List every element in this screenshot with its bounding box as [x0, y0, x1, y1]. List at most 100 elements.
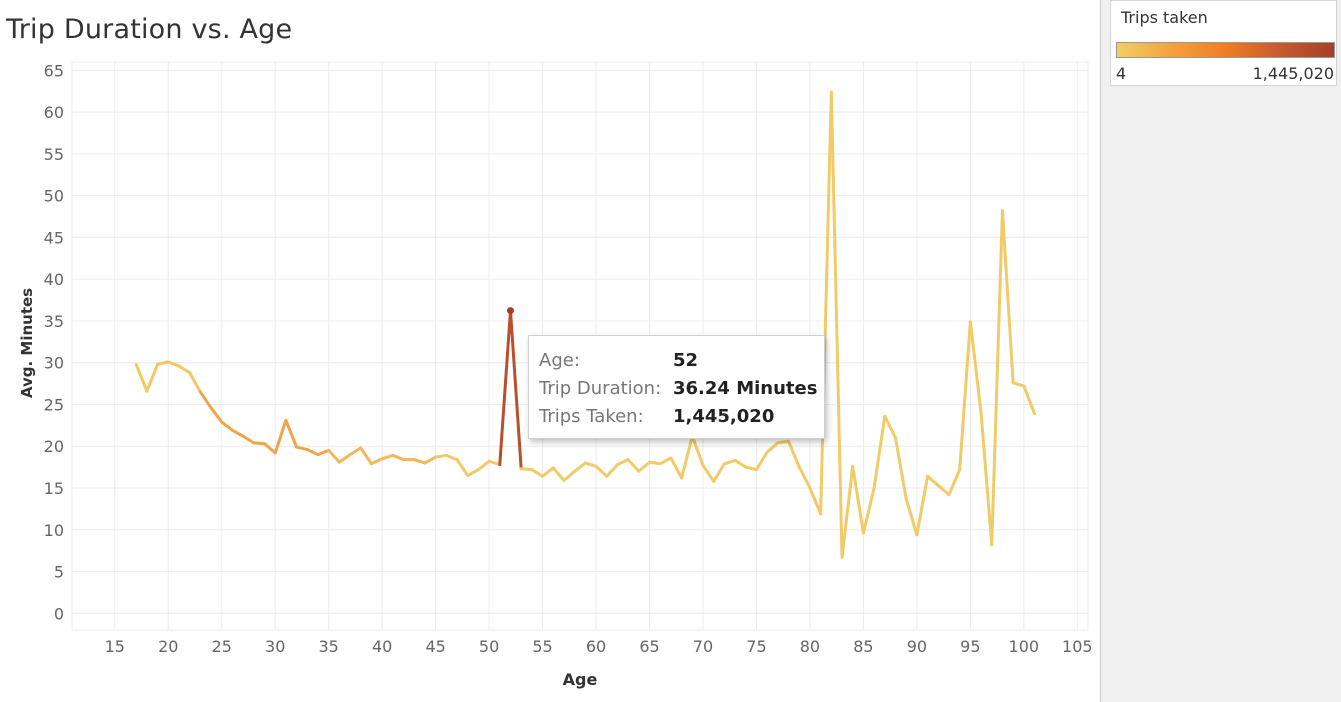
y-tick-label: 10	[44, 521, 64, 540]
x-tick-label: 30	[265, 637, 285, 656]
line-segment	[209, 406, 224, 424]
line-segment	[872, 414, 887, 490]
line-segment	[1022, 384, 1037, 416]
line-segment	[241, 434, 256, 445]
line-segment	[305, 448, 320, 457]
page-title: Trip Duration vs. Age	[6, 14, 293, 45]
line-segment	[958, 320, 972, 472]
line-segment	[423, 455, 438, 465]
line-segment	[316, 448, 331, 457]
tooltip-age-value: 52	[673, 350, 699, 371]
line-segment	[476, 459, 491, 472]
side-panel: Trips taken 4 1,445,020	[1100, 0, 1341, 702]
line-segment	[434, 453, 448, 459]
x-axis-label: Age	[563, 670, 598, 689]
line-segment	[680, 434, 694, 480]
x-tick-label: 85	[853, 637, 873, 656]
tooltip-duration-label: Trip Duration:	[539, 378, 662, 399]
x-tick-label: 55	[532, 637, 552, 656]
line-segment	[327, 448, 341, 464]
line-segment	[541, 466, 555, 478]
y-tick-label: 55	[44, 145, 64, 164]
line-segment	[284, 418, 299, 449]
y-tick-label: 45	[44, 228, 64, 247]
x-tick-label: 65	[639, 637, 659, 656]
y-axis-ticks: 0 5 10 15 20 25 30 35 40 45 50 55 60 65	[44, 61, 64, 623]
x-tick-label: 100	[1009, 637, 1040, 656]
line-segment	[263, 442, 277, 455]
line-segment	[712, 462, 726, 483]
line-segment	[220, 420, 234, 432]
line-segment	[979, 411, 994, 547]
line-segment	[637, 460, 652, 473]
y-tick-label: 0	[54, 604, 64, 623]
x-tick-label: 75	[746, 637, 766, 656]
line-segment	[252, 441, 267, 446]
y-tick-label: 15	[44, 479, 64, 498]
line-segment	[787, 439, 801, 469]
line-segment	[369, 457, 384, 466]
legend-color-ramp	[1116, 42, 1335, 58]
tooltip-duration-value: 36.24 Minutes	[673, 378, 818, 399]
line-segment	[156, 360, 170, 366]
x-tick-label: 25	[212, 637, 232, 656]
line-segment	[562, 469, 577, 482]
line-segment	[701, 463, 716, 483]
line-segment	[359, 446, 373, 466]
data-line	[134, 90, 1037, 559]
line-segment	[829, 90, 844, 559]
line-segment	[990, 209, 1004, 547]
y-tick-label: 20	[44, 437, 64, 456]
grid-lines	[71, 61, 1089, 631]
line-segment	[530, 468, 545, 478]
y-tick-label: 60	[44, 103, 64, 122]
tooltip-age-label: Age:	[539, 350, 580, 371]
line-segment	[947, 468, 962, 497]
line-segment	[819, 90, 833, 516]
tooltip-trips-label: Trips Taken:	[539, 406, 644, 427]
line-segment	[198, 390, 213, 410]
line-segment	[1011, 381, 1026, 388]
line-segment	[648, 460, 662, 466]
line-segment	[690, 434, 705, 467]
line-segment	[230, 428, 245, 438]
legend-title: Trips taken	[1121, 8, 1208, 27]
y-tick-label: 50	[44, 187, 64, 206]
line-segment	[177, 364, 192, 375]
line-segment	[1000, 209, 1015, 385]
line-segment	[166, 360, 181, 368]
color-legend: Trips taken 4 1,445,020	[1110, 0, 1337, 86]
y-tick-label: 30	[44, 354, 64, 373]
line-segment	[498, 309, 512, 467]
line-segment	[883, 414, 897, 440]
line-segment	[776, 439, 791, 445]
line-segment	[444, 453, 459, 462]
line-segment	[968, 320, 983, 415]
line-segment	[295, 445, 309, 452]
highlight-point	[506, 307, 514, 315]
line-segment	[519, 467, 534, 472]
line-segment	[188, 371, 202, 394]
line-segment	[391, 453, 406, 462]
x-tick-label: 90	[907, 637, 927, 656]
x-tick-label: 80	[800, 637, 820, 656]
legend-max-label: 1,445,020	[1252, 64, 1334, 83]
x-tick-label: 15	[105, 637, 125, 656]
line-segment	[551, 466, 566, 482]
line-segment	[455, 458, 470, 477]
x-tick-label: 95	[960, 637, 980, 656]
x-tick-label: 70	[693, 637, 713, 656]
x-tick-label: 45	[425, 637, 445, 656]
line-segment	[134, 362, 149, 393]
line-segment	[744, 465, 758, 472]
line-segment	[583, 461, 598, 468]
line-segment	[573, 461, 587, 473]
line-segment	[615, 458, 630, 467]
line-segment	[733, 458, 748, 469]
x-tick-label: 40	[372, 637, 392, 656]
line-segment	[861, 486, 876, 535]
line-segment	[893, 436, 908, 501]
y-tick-label: 40	[44, 270, 64, 289]
line-segment	[765, 441, 780, 454]
line-segment	[797, 465, 812, 490]
